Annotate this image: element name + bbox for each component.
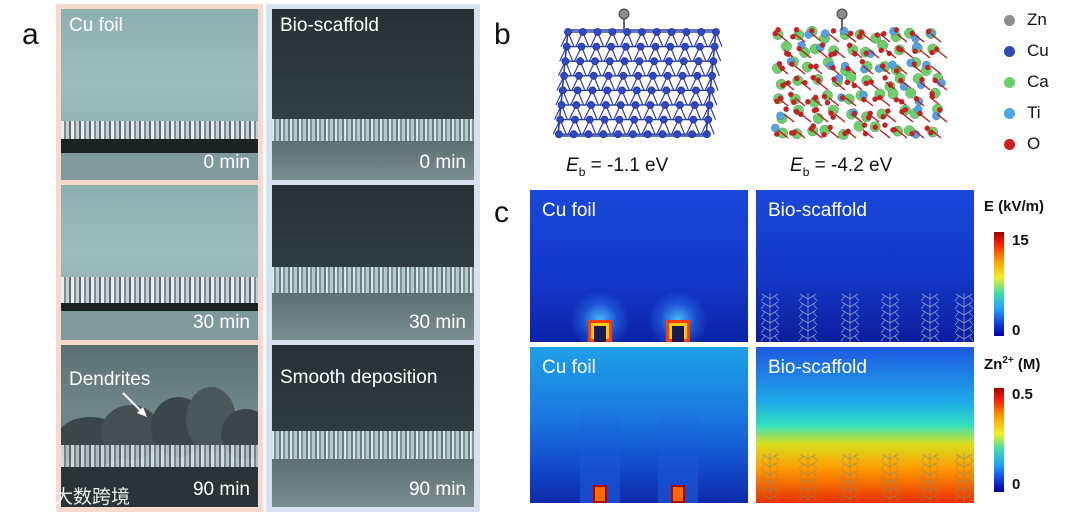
- sim-top-right-label: Bio-scaffold: [768, 200, 867, 221]
- dendrites-annotation: Dendrites: [69, 369, 151, 390]
- cu-foil-0min-image: Cu foil 0 min: [61, 9, 258, 180]
- zn-atom-icon: [1004, 14, 1015, 26]
- watermark-logo-icon: [9, 488, 47, 505]
- bio-scaffold-0min-image: Bio-scaffold 0 min: [272, 9, 474, 180]
- cu-foil-zn-concentration-map: Cu foil: [530, 347, 748, 503]
- bio-scaffold-time-90: 90 min: [408, 479, 466, 500]
- cu-foil-30min-image: 30 min: [61, 185, 258, 340]
- legend-item-ti: Ti: [1004, 103, 1041, 123]
- panel-letter-b: b: [494, 18, 511, 51]
- dendrites-arrow-icon: [122, 392, 147, 417]
- colorbar-zn: [994, 388, 1004, 492]
- cu-foil-time-0: 0 min: [203, 152, 250, 173]
- cu-foil-title: Cu foil: [69, 15, 123, 36]
- legend-item-zn: Zn: [1004, 10, 1047, 30]
- colorbar-zn-title: Zn2+ (M): [984, 355, 1041, 373]
- bio-scaffold-time-30: 30 min: [408, 312, 466, 333]
- bio-scaffold-binding-energy: Eb = -4.2 eV: [790, 155, 893, 179]
- ca-atom-icon: [1004, 76, 1015, 88]
- colorbar-e: [994, 232, 1004, 336]
- bio-scaffold-zn-concentration-map: Bio-scaffold: [756, 347, 974, 503]
- watermark: 大数跨境: [8, 482, 130, 509]
- legend-item-ca: Ca: [1004, 72, 1049, 92]
- colorbar-e-max: 15: [1012, 232, 1029, 249]
- legend-label: Zn: [1027, 10, 1047, 29]
- legend-label: Cu: [1027, 41, 1049, 60]
- cu-foil-time-30: 30 min: [192, 312, 250, 333]
- legend-label: Ca: [1027, 72, 1049, 91]
- bio-scaffold-time-0: 0 min: [419, 152, 466, 173]
- ti-atom-icon: [1004, 107, 1015, 119]
- scaffold-dendrite-pattern-bottom: [760, 453, 974, 503]
- legend-item-o: O: [1004, 134, 1040, 154]
- legend-label: Ti: [1027, 103, 1041, 122]
- sim-bottom-left-label: Cu foil: [542, 357, 596, 378]
- colorbar-zn-min: 0: [1012, 476, 1021, 493]
- colorbar-e-title: E (kV/m): [984, 198, 1045, 215]
- legend-item-cu: Cu: [1004, 41, 1049, 61]
- cu-foil-90min-image: Dendrites 90 min: [61, 345, 258, 507]
- bio-scaffold-90min-image: Smooth deposition 90 min: [272, 345, 474, 507]
- cu-lattice-structure: [552, 8, 723, 139]
- smooth-deposition-annotation: Smooth deposition: [280, 367, 438, 388]
- sim-bottom-right-label: Bio-scaffold: [768, 357, 867, 378]
- cu-binding-energy: Eb = -1.1 eV: [566, 155, 669, 179]
- panel-letter-c: c: [494, 196, 509, 229]
- colorbar-zn-max: 0.5: [1012, 386, 1033, 403]
- sim-top-left-label: Cu foil: [542, 200, 596, 221]
- bio-scaffold-electric-field-map: Bio-scaffold: [756, 190, 974, 342]
- bio-scaffold-title: Bio-scaffold: [280, 15, 379, 36]
- scaffold-dendrite-pattern: [760, 293, 974, 342]
- cu-atom-icon: [1004, 45, 1015, 57]
- legend-label: O: [1027, 134, 1041, 153]
- o-atom-icon: [1004, 138, 1015, 150]
- bio-scaffold-lattice-structure: [771, 8, 948, 140]
- bio-scaffold-30min-image: 30 min: [272, 185, 474, 340]
- colorbar-e-min: 0: [1012, 322, 1021, 339]
- cu-foil-electric-field-map: Cu foil: [530, 190, 748, 342]
- watermark-text: 大数跨境: [54, 487, 131, 508]
- panel-letter-a: a: [22, 18, 39, 51]
- cu-foil-time-90: 90 min: [192, 479, 250, 500]
